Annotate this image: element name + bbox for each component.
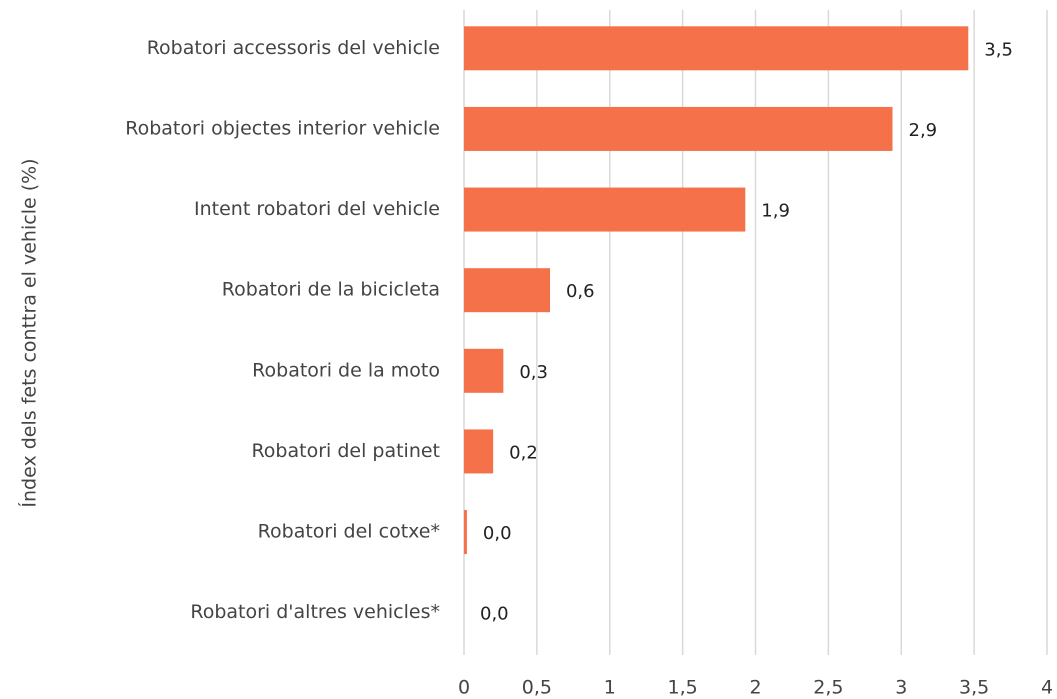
x-tick-label: 3,5: [959, 677, 989, 699]
y-tick-label: Robatori del patinet: [251, 440, 440, 462]
bar: [464, 429, 494, 474]
value-label: 0,2: [509, 442, 538, 463]
y-tick-label: Robatori de la bicicleta: [222, 279, 440, 301]
x-tick-label: 0: [458, 677, 470, 699]
value-label: 3,5: [984, 39, 1013, 60]
bar: [464, 26, 969, 71]
y-tick-label: Intent robatori del vehicle: [194, 198, 440, 220]
x-tick-label: 2,5: [813, 677, 843, 699]
y-tick-label: Robatori d'altres vehicles*: [190, 601, 440, 623]
y-axis-label: Índex dels fets conttra el vehicle (%): [18, 158, 41, 507]
bar: [464, 268, 550, 313]
value-label: 0,3: [519, 362, 548, 383]
x-tick-label: 2: [749, 677, 761, 699]
x-tick-label: 3: [895, 677, 907, 699]
bar: [464, 510, 467, 555]
bar: [464, 348, 504, 393]
y-tick-label: Robatori de la moto: [252, 359, 440, 381]
x-tick-label: 0,5: [522, 677, 552, 699]
x-tick-label: 4: [1041, 677, 1053, 699]
y-tick-label: Robatori accessoris del vehicle: [147, 37, 440, 59]
value-label: 1,9: [761, 201, 790, 222]
value-label: 2,9: [909, 120, 938, 141]
value-label: 0,6: [566, 281, 595, 302]
value-label: 0,0: [480, 604, 509, 625]
x-tick-label: 1: [604, 677, 616, 699]
bar: [464, 187, 746, 232]
value-label: 0,0: [483, 523, 512, 544]
bar: [464, 106, 893, 151]
y-tick-label: Robatori del cotxe*: [258, 521, 440, 543]
y-tick-label: Robatori objectes interior vehicle: [125, 117, 440, 139]
x-tick-label: 1,5: [668, 677, 698, 699]
